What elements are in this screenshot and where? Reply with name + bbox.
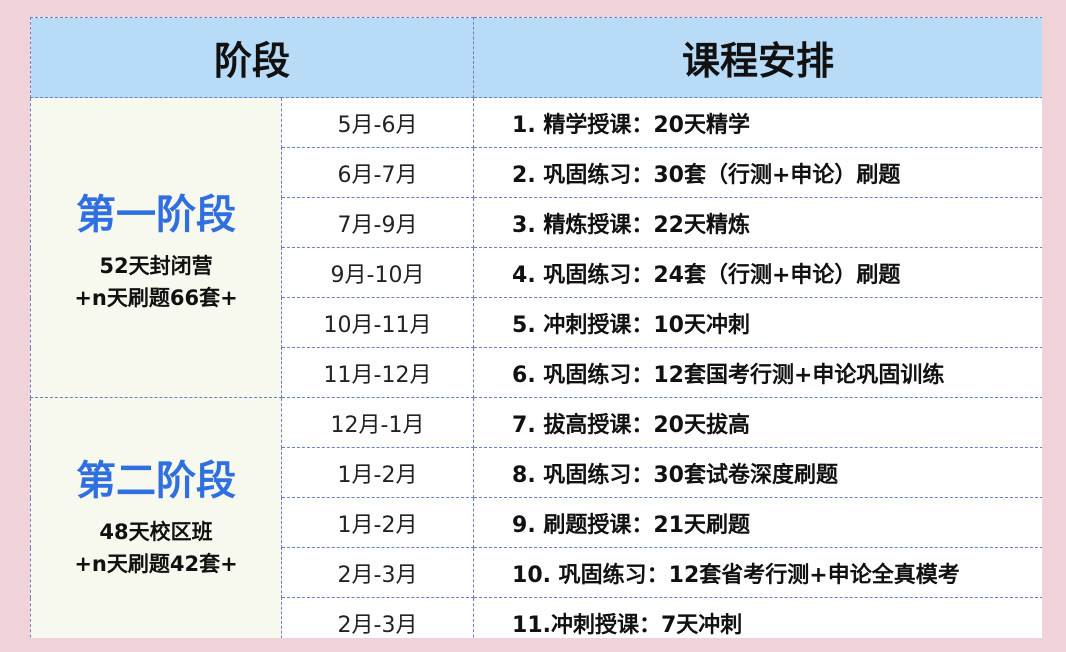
table-row: 6月-7月 2. 巩固练习：30套（行测+申论）刷题 bbox=[31, 147, 1042, 198]
schedule-table: 阶段 课程安排 第一阶段 52天封闭营 +n天刷题66套+ 5月-6月 1. 精学授… bbox=[30, 17, 1042, 638]
date-cell: 12月-1月 bbox=[280, 397, 475, 448]
stage-title: 第二阶段 bbox=[76, 458, 236, 504]
course-cell: 4. 巩固练习：24套（行测+申论）刷题 bbox=[473, 247, 1042, 298]
table-row: 第二阶段 48天校区班 +n天刷题42套+ 12月-1月 7. 拔高授课：20天拔高 bbox=[30, 397, 1042, 638]
date-cell: 2月-3月 bbox=[280, 597, 475, 638]
date-cell: 9月-10月 bbox=[280, 247, 475, 298]
stage-cell: 第一阶段 52天封闭营 +n天刷题66套+ bbox=[30, 97, 282, 398]
date-cell: 10月-11月 bbox=[280, 297, 475, 348]
table-row: 2月-3月 10. 巩固练习：12套省考行测+申论全真模考 bbox=[31, 547, 1042, 598]
stage-subtitle: +n天刷题42套+ bbox=[74, 552, 238, 576]
date-cell: 5月-6月 bbox=[280, 97, 475, 148]
stage-subtitle: 48天校区班 bbox=[99, 520, 213, 544]
course-cell: 7. 拔高授课：20天拔高 bbox=[473, 397, 1042, 448]
table-row: 1月-2月 9. 刷题授课：21天刷题 bbox=[31, 497, 1042, 548]
table-row: 2月-3月 11.冲刺授课：7天冲刺 bbox=[31, 597, 1042, 638]
date-cell: 1月-2月 bbox=[280, 447, 475, 498]
header-row: 阶段 课程安排 bbox=[30, 17, 1042, 98]
date-cell: 1月-2月 bbox=[280, 497, 475, 548]
course-cell: 9. 刷题授课：21天刷题 bbox=[473, 497, 1042, 548]
stage-cell: 第二阶段 48天校区班 +n天刷题42套+ bbox=[30, 397, 282, 638]
date-cell: 11月-12月 bbox=[280, 347, 475, 398]
table-row: 9月-10月 4. 巩固练习：24套（行测+申论）刷题 bbox=[31, 247, 1042, 298]
course-cell: 10. 巩固练习：12套省考行测+申论全真模考 bbox=[473, 547, 1042, 598]
date-cell: 6月-7月 bbox=[280, 147, 475, 198]
date-cell: 2月-3月 bbox=[280, 547, 475, 598]
schedule-table-container: 阶段 课程安排 第一阶段 52天封闭营 +n天刷题66套+ 5月-6月 1. 精学授… bbox=[30, 17, 1042, 638]
table-row: 第一阶段 52天封闭营 +n天刷题66套+ 5月-6月 1. 精学授课：20天精学 bbox=[30, 97, 1042, 398]
date-cell: 7月-9月 bbox=[280, 197, 475, 248]
course-cell: 1. 精学授课：20天精学 bbox=[473, 97, 1042, 148]
stage-title: 第一阶段 bbox=[76, 191, 236, 238]
table-row: 11月-12月 6. 巩固练习：12套国考行测+申论巩固训练 bbox=[31, 347, 1042, 398]
course-cell: 2. 巩固练习：30套（行测+申论）刷题 bbox=[473, 147, 1042, 198]
course-cell: 11.冲刺授课：7天冲刺 bbox=[473, 597, 1042, 638]
table-row: 1月-2月 8. 巩固练习：30套试卷深度刷题 bbox=[31, 447, 1042, 498]
stage-subtitle: +n天刷题66套+ bbox=[74, 285, 238, 310]
header-stage: 阶段 bbox=[30, 17, 475, 98]
stage-subtitle: 52天封闭营 bbox=[99, 253, 213, 278]
table-row: 10月-11月 5. 冲刺授课：10天冲刺 bbox=[31, 297, 1042, 348]
course-cell: 8. 巩固练习：30套试卷深度刷题 bbox=[473, 447, 1042, 498]
course-cell: 6. 巩固练习：12套国考行测+申论巩固训练 bbox=[473, 347, 1042, 398]
course-cell: 3. 精炼授课：22天精炼 bbox=[473, 197, 1042, 248]
course-cell: 5. 冲刺授课：10天冲刺 bbox=[473, 297, 1042, 348]
header-schedule: 课程安排 bbox=[473, 17, 1042, 98]
